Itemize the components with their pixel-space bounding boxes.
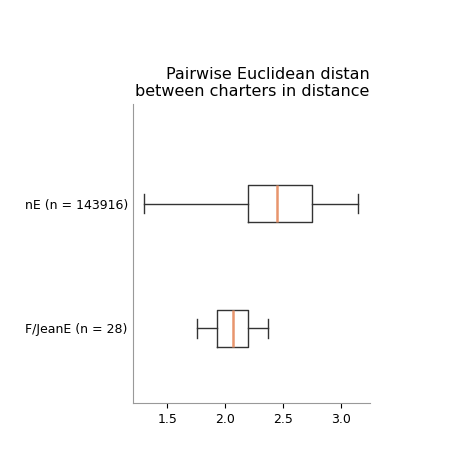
Text: Pairwise Euclidean distan
between charters in distance: Pairwise Euclidean distan between charte… — [136, 66, 370, 99]
